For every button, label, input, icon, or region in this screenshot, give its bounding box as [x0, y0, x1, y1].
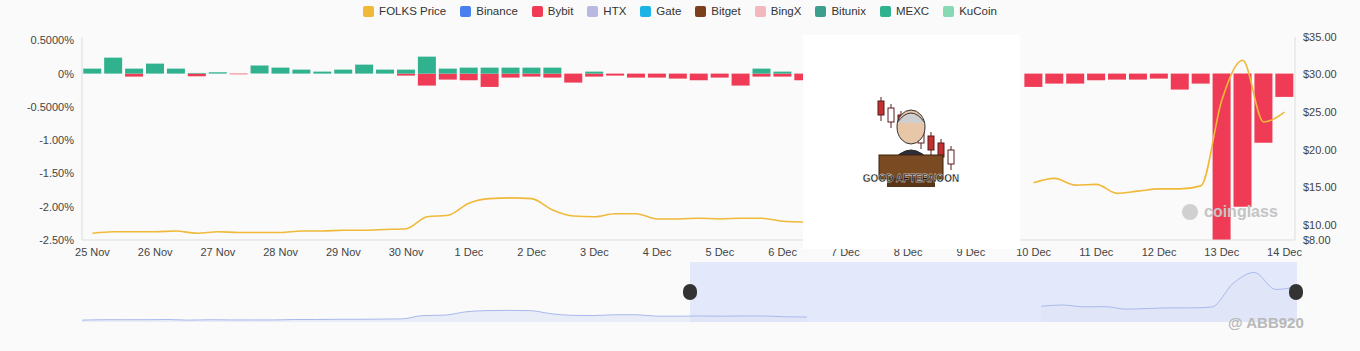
svg-text:11 Dec: 11 Dec [1079, 246, 1114, 258]
svg-text:1 Dec: 1 Dec [455, 246, 484, 258]
svg-text:-1.50%: -1.50% [39, 167, 74, 179]
svg-text:13 Dec: 13 Dec [1204, 246, 1239, 258]
svg-text:-2.50%: -2.50% [39, 234, 74, 246]
svg-text:7 Dec: 7 Dec [831, 245, 860, 258]
svg-text:$8.00: $8.00 [1303, 234, 1331, 246]
html-text:Bitunix: Bitunix [831, 5, 866, 17]
html-text:Binance: Binance [476, 5, 518, 17]
svg-text:28 Nov: 28 Nov [263, 246, 298, 258]
svg-text:29 Nov: 29 Nov [326, 246, 361, 258]
svg-text:9 Dec: 9 Dec [956, 245, 986, 258]
svg-text:$30.00: $30.00 [1303, 68, 1337, 80]
svg-text:3 Dec: 3 Dec [580, 246, 609, 258]
svg-text:GOOD AFTERNOON: GOOD AFTERNOON [863, 173, 959, 184]
html-text:BingX: BingX [770, 5, 802, 17]
svg-text:$35.00: $35.00 [1303, 31, 1337, 43]
html-text:Gate: Gate [656, 5, 682, 17]
svg-text:-1.00%: -1.00% [39, 134, 74, 146]
svg-text:25 Nov: 25 Nov [75, 246, 110, 258]
html-text:FOLKS Price: FOLKS Price [379, 5, 447, 17]
svg-text:30 Nov: 30 Nov [389, 246, 424, 258]
svg-text:4 Dec: 4 Dec [643, 246, 672, 258]
svg-text:2 Dec: 2 Dec [517, 246, 546, 258]
html-text:coinglass: coinglass [1204, 203, 1278, 220]
html-text:MEXC: MEXC [895, 5, 930, 17]
html-text:@ ABB920: @ ABB920 [1228, 314, 1304, 331]
html-text:KuCoin: KuCoin [959, 5, 997, 17]
svg-text:5 Dec: 5 Dec [705, 246, 734, 258]
svg-text:$25.00: $25.00 [1303, 106, 1337, 118]
svg-text:8 Dec: 8 Dec [893, 245, 923, 258]
svg-text:14 Dec: 14 Dec [1267, 246, 1302, 258]
svg-text:12 Dec: 12 Dec [1142, 246, 1177, 258]
svg-text:6 Dec: 6 Dec [768, 246, 797, 258]
svg-text:$20.00: $20.00 [1303, 144, 1337, 156]
html-text:Bybit: Bybit [547, 5, 574, 17]
svg-text:27 Nov: 27 Nov [201, 246, 236, 258]
html-text:Bitget: Bitget [711, 5, 741, 17]
svg-text:-0.5000%: -0.5000% [27, 101, 74, 113]
svg-text:0%: 0% [58, 68, 74, 80]
html-text:HTX: HTX [603, 5, 627, 17]
svg-text:26 Nov: 26 Nov [138, 246, 173, 258]
svg-text:-2.00%: -2.00% [39, 201, 74, 213]
svg-text:$15.00: $15.00 [1303, 181, 1337, 193]
svg-text:10 Dec: 10 Dec [1016, 246, 1051, 258]
svg-text:0.5000%: 0.5000% [31, 34, 75, 46]
svg-text:$10.00: $10.00 [1303, 219, 1337, 231]
